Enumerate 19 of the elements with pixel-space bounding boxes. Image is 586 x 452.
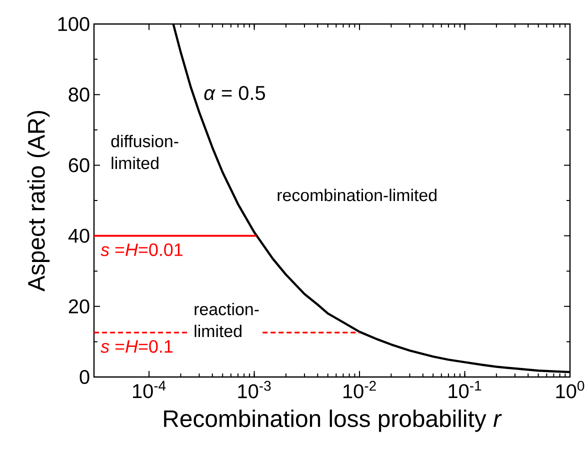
series-label: α = 0.5 — [204, 86, 265, 100]
annotation: s =H=0.01 — [100, 243, 182, 256]
y-axis-title: Aspect ratio (AR) — [27, 110, 50, 292]
x-tick-label: 10$^{-1}$ — [448, 380, 482, 398]
y-tick-label: 40 — [68, 228, 90, 243]
annotation: s =H=0.1 — [100, 340, 173, 353]
x-tick-label: 10$^{-3}$ — [238, 380, 271, 398]
y-tick-label: 80 — [68, 88, 90, 102]
annotation: reaction-limited — [194, 302, 259, 338]
x-tick-label: 10$^{0}$ — [556, 380, 584, 398]
y-tick-label: 0 — [80, 370, 90, 384]
y-tick-label: 20 — [68, 299, 90, 314]
x-axis-title: Recombination loss probability r — [164, 410, 502, 432]
x-tick-label: 10$^{-2}$ — [343, 380, 376, 398]
x-tick-label: 10$^{-4}$ — [133, 380, 166, 398]
y-tick-label: 60 — [68, 158, 90, 172]
annotation: recombination-limited — [278, 188, 436, 202]
annotation: diffusion-limited — [111, 134, 178, 170]
y-tick-label: 100 — [58, 16, 90, 32]
